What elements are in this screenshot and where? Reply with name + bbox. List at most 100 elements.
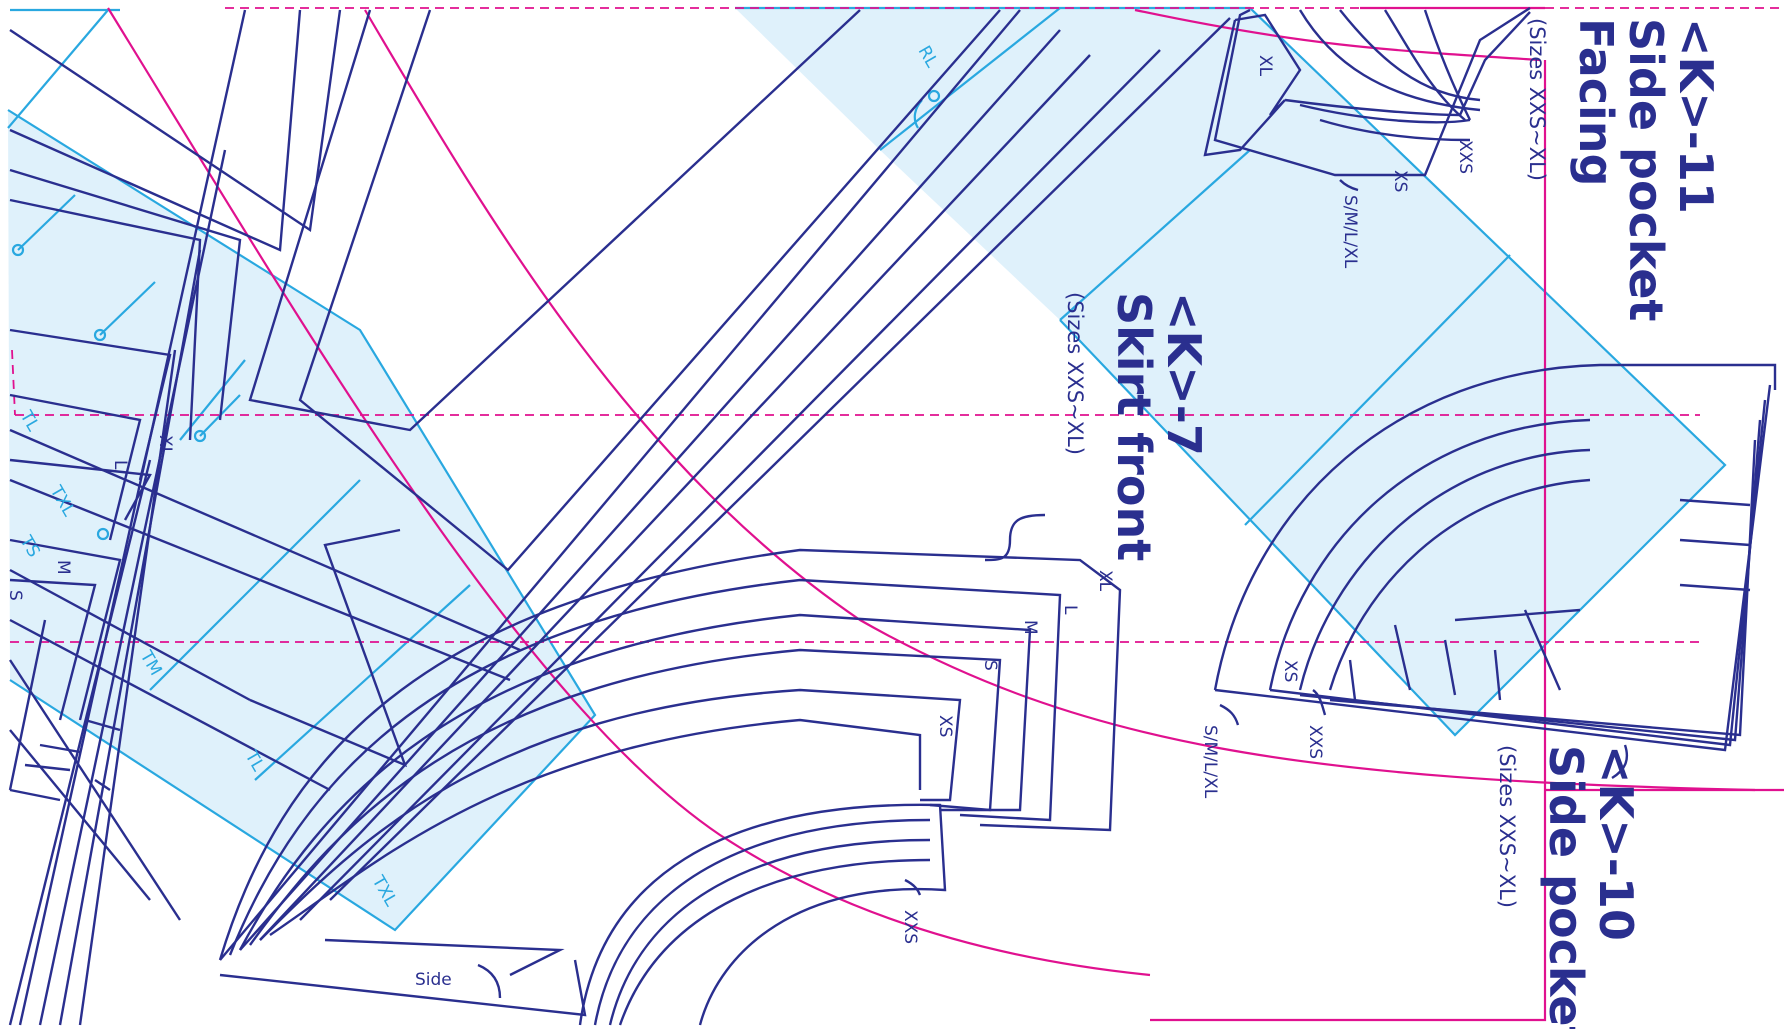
pocket-tick-4 (1454, 608, 1581, 622)
facing-curve-6 (1383, 9, 1466, 121)
facing-outline-2 (1213, 6, 1531, 177)
size-label-s-left: S (5, 590, 25, 601)
left-edge-9 (9, 578, 97, 721)
notch-dot-1 (11, 243, 25, 257)
center-diag-1 (219, 9, 1021, 961)
facing-curve-4 (1298, 9, 1481, 112)
facing-name-line2: Facing (1569, 18, 1623, 186)
pocket-curve-2 (1268, 418, 1591, 691)
rl-dot (927, 89, 941, 103)
curve-guide-1 (107, 7, 1151, 977)
pocket-tick-3 (1679, 583, 1751, 592)
skirt-long-diag-6 (9, 729, 151, 901)
size-label-smlxl-facing: S/M/L/XL (1340, 195, 1360, 269)
center-diag-3 (259, 54, 1091, 941)
left-vertical-5 (8, 459, 152, 1026)
xxs-leader (904, 878, 922, 896)
side-pocket-sizes: (Sizes XXS~XL) (1495, 745, 1519, 908)
left-edge-2 (9, 9, 302, 252)
facing-curve-7 (1423, 9, 1472, 121)
pocket-curve-1 (1213, 363, 1777, 691)
xl-leader (984, 513, 1046, 562)
left-tick-2 (24, 763, 71, 772)
center-frame-2 (298, 9, 1001, 572)
skirt-long-diag-3 (9, 568, 251, 702)
panel-divider-7 (1244, 254, 1511, 526)
skirt-curve-3 (238, 613, 1032, 951)
bottom-curve-4 (618, 858, 931, 1026)
side-seam (219, 959, 587, 1017)
pocket-leader-1 (1219, 703, 1240, 726)
pocket-tick-5 (1523, 609, 1562, 691)
center-diag-5 (329, 17, 1231, 901)
size-label-xs-skirt: XS (935, 715, 955, 737)
size-label-l-left: L (110, 460, 130, 470)
pocket-leader-3 (1611, 744, 1629, 780)
side-pocket-name: Side pocket (1539, 745, 1593, 1029)
size-label-m-left: M (53, 560, 73, 575)
facing-code: <K>-11 (1669, 18, 1723, 214)
left-tick-5 (94, 779, 111, 791)
size-label-s-skirt: S (980, 660, 1000, 671)
pocket-curve-3 (1298, 448, 1591, 691)
top-right-panel-fill (735, 8, 1725, 735)
bottom-curve-1 (578, 803, 947, 1026)
curve-guide-3 (1134, 8, 1541, 62)
magenta-guides (10, 6, 1784, 1022)
side-label: Side (415, 970, 452, 990)
left-edge-7 (9, 458, 152, 521)
pocket-frame-4 (1329, 439, 1757, 737)
piece-label-side-pocket: <K>-10 Side pocket (Sizes XXS~XL) (1495, 745, 1643, 1029)
notch-dot-3 (193, 429, 207, 443)
notch-dot-2 (93, 328, 107, 342)
pocket-tick-1 (1679, 498, 1751, 507)
size-label-m-skirt: M (1020, 620, 1040, 635)
notch-marker-2 (99, 281, 156, 336)
left-edge-8 (9, 538, 122, 721)
facing-curve-3 (1319, 118, 1471, 142)
left-tick-4 (84, 718, 121, 732)
top-right-panel-outline (735, 6, 1727, 737)
size-label-xl-left: XL (155, 435, 175, 457)
skirt-edge-1 (249, 528, 408, 768)
size-label-xl-facing: XL (1255, 55, 1275, 77)
skirt-curve-4 (249, 648, 1002, 946)
facing-sizes: (Sizes XXS~XL) (1525, 18, 1549, 181)
piece-label-side-pocket-facing: <K>-11 Side pocket Facing (Sizes XXS~XL) (1525, 18, 1723, 321)
skirt-long-diag-1 (9, 428, 521, 652)
left-tick-1 (39, 743, 81, 754)
panel-divider-4 (254, 584, 471, 781)
side-notch (324, 938, 565, 977)
skirt-front-code: <K>-7 (1157, 292, 1211, 456)
facing-curve-2 (1299, 103, 1471, 124)
size-label-xs-pocket: XS (1280, 660, 1300, 682)
size-label-l-skirt: L (1060, 605, 1080, 615)
pocket-tick-7 (1443, 639, 1457, 696)
size-label-xxs-facing: XXS (1455, 140, 1475, 174)
skirt-curve-1 (218, 548, 1122, 961)
notch-marker-1 (17, 194, 76, 251)
skirt-long-diag-2 (9, 478, 511, 682)
bottom-curve-2 (593, 818, 931, 1026)
skirt-curve-2 (228, 578, 1062, 956)
skirt-curve-6 (269, 718, 922, 936)
pocket-curve-4 (1328, 478, 1591, 691)
left-tick-3 (9, 788, 61, 802)
left-vertical-3 (58, 249, 202, 1026)
left-edge-6 (9, 393, 142, 541)
left-vertical-2 (38, 149, 227, 1026)
left-vertical-4 (78, 349, 177, 1026)
left-edge-1 (9, 9, 342, 233)
skirt-long-diag-5 (8, 659, 182, 921)
left-edge-4 (9, 198, 202, 441)
center-panel-fill (8, 110, 595, 930)
left-edge-3 (9, 168, 242, 421)
facing-leader-1 (1339, 179, 1359, 192)
panel-divider-2 (7, 9, 109, 129)
skirt-curve-5 (259, 688, 962, 941)
pocket-tick-6 (1393, 624, 1412, 691)
facing-outline-1 (1203, 13, 1302, 157)
size-label-smlxl-pocket: S/M/L/XL (1200, 725, 1220, 799)
pocket-tick-2 (1679, 538, 1751, 547)
